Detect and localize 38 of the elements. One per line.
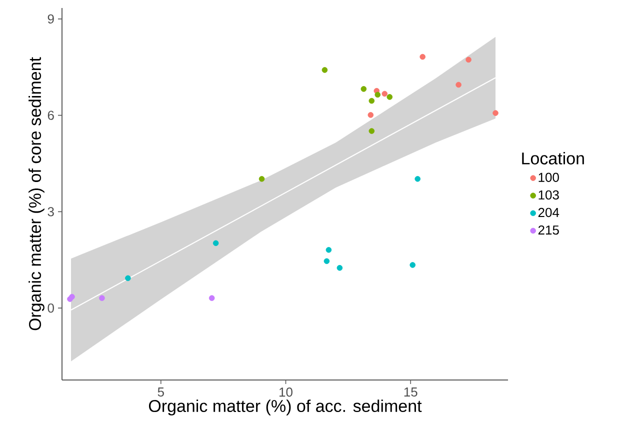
x-tick-label: 15 <box>404 388 418 397</box>
point <box>258 176 265 182</box>
y-tick-label: 3 <box>48 207 54 216</box>
point <box>208 295 215 301</box>
point <box>336 264 343 271</box>
point <box>382 90 388 97</box>
point <box>492 110 498 116</box>
legend-title: Location <box>522 152 584 164</box>
y-tick-label: 0 <box>48 303 54 313</box>
y-tick-label: 6 <box>48 110 54 120</box>
line-series <box>70 77 496 311</box>
point <box>410 262 416 268</box>
point <box>420 54 426 60</box>
point <box>368 98 375 104</box>
point <box>368 112 374 118</box>
point <box>324 258 330 264</box>
y-tick-label: 9 <box>48 14 54 24</box>
point <box>374 92 381 98</box>
legend-label: 204 <box>538 208 560 218</box>
x-tick-label: 10 <box>280 388 292 397</box>
x-tick-label: 5 <box>158 388 164 397</box>
point <box>466 56 472 63</box>
y-axis-title: Organic matter (%) of core sediment <box>28 57 44 330</box>
point <box>99 295 105 301</box>
legend-label: 103 <box>538 190 559 200</box>
point <box>456 82 462 88</box>
legend-label: 100 <box>538 172 559 182</box>
point <box>414 176 421 182</box>
point <box>386 94 393 100</box>
point <box>360 86 367 92</box>
point <box>322 67 328 73</box>
point <box>368 128 375 134</box>
point <box>69 294 75 300</box>
point <box>212 240 219 246</box>
x-axis-title: Organic matter (%) of acc. sediment <box>148 400 422 416</box>
legend-label: 215 <box>538 225 559 235</box>
point <box>125 275 131 282</box>
point <box>326 246 332 253</box>
